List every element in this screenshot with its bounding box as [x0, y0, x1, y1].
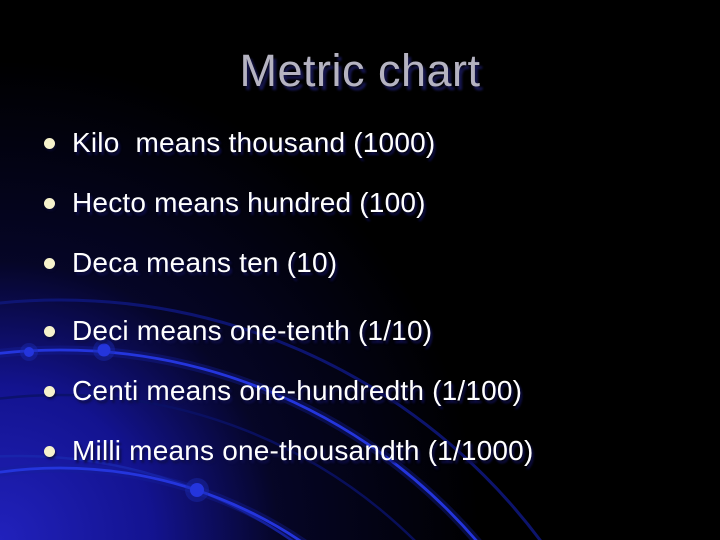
- ring-arc: [0, 393, 416, 540]
- bullet-icon: [44, 197, 55, 209]
- ring-arc: [0, 298, 542, 540]
- ring-arc: [0, 454, 294, 540]
- ring-arc: [0, 348, 478, 540]
- bullet-item: Milli means one-thousandth (1/1000): [44, 436, 533, 466]
- slide-title: Metric chart: [239, 45, 481, 96]
- bullet-item: Deci means one-tenth (1/10): [44, 316, 432, 346]
- bullet-item: Deca means ten (10): [44, 248, 337, 278]
- bullet-icon: [44, 385, 55, 397]
- bullet-text: Deca means ten (10): [72, 247, 338, 278]
- bullet-item: Centi means one-hundredth (1/100): [44, 376, 522, 406]
- bead-dot-icon: [97, 343, 111, 357]
- bullet-icon: [44, 445, 55, 457]
- bullet-text: Hecto means hundred (100): [72, 187, 426, 218]
- bullet-text: Kilo means thousand (1000): [72, 127, 436, 158]
- ring-arc: [0, 466, 302, 540]
- bullet-text: Milli means one-thousandth (1/1000): [72, 435, 534, 466]
- bullet-icon: [44, 137, 55, 149]
- bullet-text: Centi means one-hundredth (1/100): [72, 375, 523, 406]
- bullet-icon: [44, 325, 55, 337]
- bead-dot-icon: [24, 347, 34, 357]
- bead-dot-icon: [190, 483, 204, 497]
- bullet-item: Hecto means hundred (100): [44, 188, 426, 218]
- bullet-icon: [44, 257, 55, 269]
- bullet-text: Deci means one-tenth (1/10): [72, 315, 433, 346]
- bullet-item: Kilo means thousand (1000): [44, 128, 435, 158]
